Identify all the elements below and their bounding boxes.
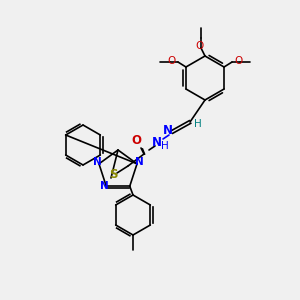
Text: O: O — [168, 56, 176, 66]
Text: H: H — [194, 119, 202, 129]
Text: H: H — [161, 141, 169, 151]
Text: S: S — [109, 169, 117, 182]
Text: O: O — [131, 134, 141, 148]
Text: O: O — [195, 41, 203, 51]
Text: N: N — [163, 124, 173, 136]
Text: O: O — [234, 56, 242, 66]
Text: N: N — [100, 181, 109, 191]
Text: N: N — [93, 157, 101, 167]
Text: N: N — [135, 157, 143, 167]
Text: N: N — [152, 136, 162, 149]
